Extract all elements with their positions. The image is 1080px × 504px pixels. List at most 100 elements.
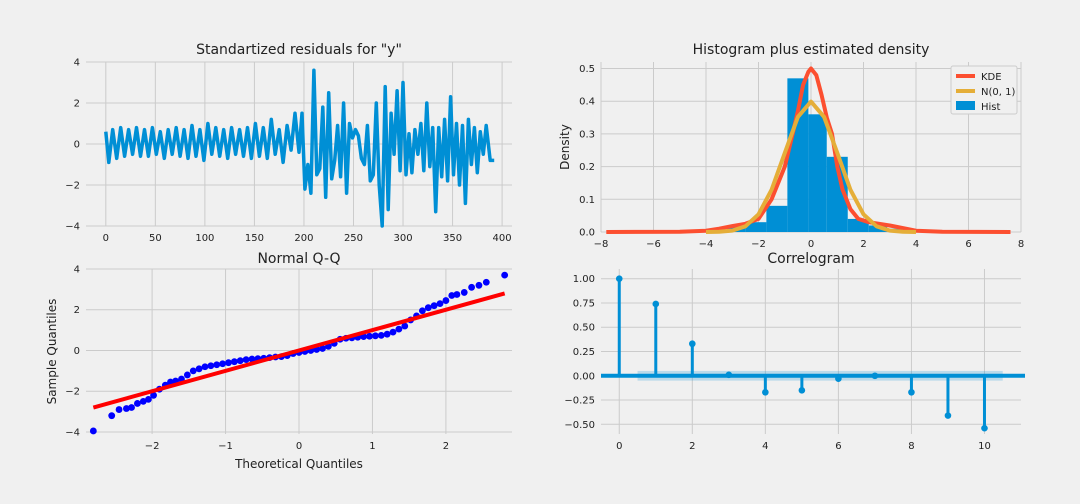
qq-point (366, 332, 373, 340)
qq-point (225, 359, 232, 367)
hist-bar (766, 205, 788, 232)
x-tick-label: 100 (195, 233, 214, 244)
legend-label: N(0, 1) (981, 87, 1015, 98)
x-tick-label: 8 (908, 441, 914, 452)
acf-marker (908, 388, 915, 396)
x-tick-label: 300 (393, 233, 412, 244)
qq-point (319, 345, 326, 352)
histogram-panel: −8 −6 −4 −2 0 2 4 6 8 0.0 0.1 0.2 0.3 0.4 0.5 Histogram… (558, 42, 1024, 250)
qq-point (430, 302, 438, 310)
qq-point (448, 292, 456, 299)
y-tick-label: 0 (74, 346, 80, 357)
y-tick-label: 0.0 (579, 228, 595, 239)
qq-point (207, 362, 215, 370)
x-tick-label: −1 (218, 441, 233, 452)
x-tick-label: −2 (751, 239, 766, 250)
hist-bar (826, 156, 848, 232)
y-tick-label: 0.75 (573, 298, 595, 309)
x-tick-label: 8 (1018, 239, 1024, 250)
kde-line (606, 66, 1011, 234)
acf-marker (689, 340, 696, 348)
qq-point (475, 281, 483, 289)
y-tick-label: −0.50 (564, 420, 595, 431)
x-tick-label: 0 (808, 239, 814, 250)
qq-point (248, 355, 256, 363)
acf-marker (615, 275, 623, 283)
normal-density-line (705, 99, 917, 234)
panel-title: Histogram plus estimated density (693, 42, 930, 58)
x-tick-label: −4 (699, 239, 714, 250)
acf-marker (652, 300, 660, 308)
qq-point (468, 283, 476, 291)
y-tick-label: −0.25 (564, 396, 595, 407)
residual-series-line (104, 68, 495, 228)
acf-marker (981, 424, 988, 432)
x-tick-label: 250 (344, 233, 363, 244)
acf-marker (835, 375, 842, 382)
acf-marker (871, 372, 879, 380)
panel-title: Normal Q-Q (257, 251, 340, 267)
y-tick-label: −4 (65, 222, 80, 233)
y-tick-label: 4 (74, 58, 80, 69)
x-tick-label: 150 (245, 233, 264, 244)
qq-point (453, 291, 461, 298)
acf-marker (725, 371, 733, 379)
qq-point (242, 356, 250, 364)
y-tick-label: −2 (65, 181, 80, 192)
qq-point (460, 289, 468, 296)
x-tick-label: −8 (594, 239, 609, 250)
hist-bar (745, 222, 767, 232)
y-tick-label: 0.4 (579, 97, 595, 108)
qq-point (134, 400, 141, 407)
qq-point (115, 406, 123, 413)
legend-swatch (956, 101, 975, 110)
qq-reference-line (92, 291, 506, 410)
y-axis-label: Density (558, 124, 572, 170)
qq-point (213, 361, 221, 369)
y-tick-label: 4 (74, 265, 80, 276)
x-tick-label: −6 (646, 239, 661, 250)
qq-point (108, 412, 116, 420)
y-tick-label: 0.50 (573, 323, 595, 334)
x-tick-label: 0 (103, 233, 109, 244)
y-tick-label: 2 (74, 99, 80, 110)
y-tick-label: 2 (74, 305, 80, 316)
qq-point (139, 398, 147, 405)
qq-point (383, 330, 391, 338)
qq-point (371, 332, 379, 340)
acf-marker (798, 387, 806, 394)
y-tick-label: 1.00 (573, 274, 595, 285)
qq-point (122, 405, 130, 412)
x-tick-label: 350 (443, 233, 462, 244)
qq-point (219, 360, 227, 368)
legend-label: KDE (981, 72, 1002, 83)
qq-point (183, 371, 191, 379)
qq-point (195, 365, 203, 373)
qq-point (442, 297, 450, 304)
panel-title: Standartized residuals for "y" (196, 42, 402, 58)
legend-label: Hist (981, 102, 1001, 113)
x-tick-label: 0 (616, 441, 622, 452)
x-tick-label: 1 (369, 441, 375, 452)
y-tick-label: 0.25 (573, 347, 595, 358)
y-tick-label: −4 (65, 427, 80, 438)
hist-bar (787, 78, 809, 232)
qq-point (424, 304, 432, 312)
acf-marker (762, 388, 769, 396)
x-tick-label: 200 (294, 233, 313, 244)
x-tick-label: −2 (145, 441, 160, 452)
qq-point (401, 322, 409, 330)
qq-point (377, 332, 385, 339)
qq-point (236, 357, 244, 365)
x-axis-label: Theoretical Quantiles (234, 457, 363, 471)
x-tick-label: 10 (978, 441, 991, 452)
y-tick-label: 0 (74, 140, 80, 151)
qq-point (128, 404, 135, 411)
qq-point (389, 328, 397, 336)
x-tick-label: 6 (835, 441, 841, 452)
x-tick-label: 4 (762, 441, 768, 452)
x-tick-label: 400 (493, 233, 512, 244)
qq-point (230, 358, 238, 366)
x-tick-label: 2 (689, 441, 695, 452)
